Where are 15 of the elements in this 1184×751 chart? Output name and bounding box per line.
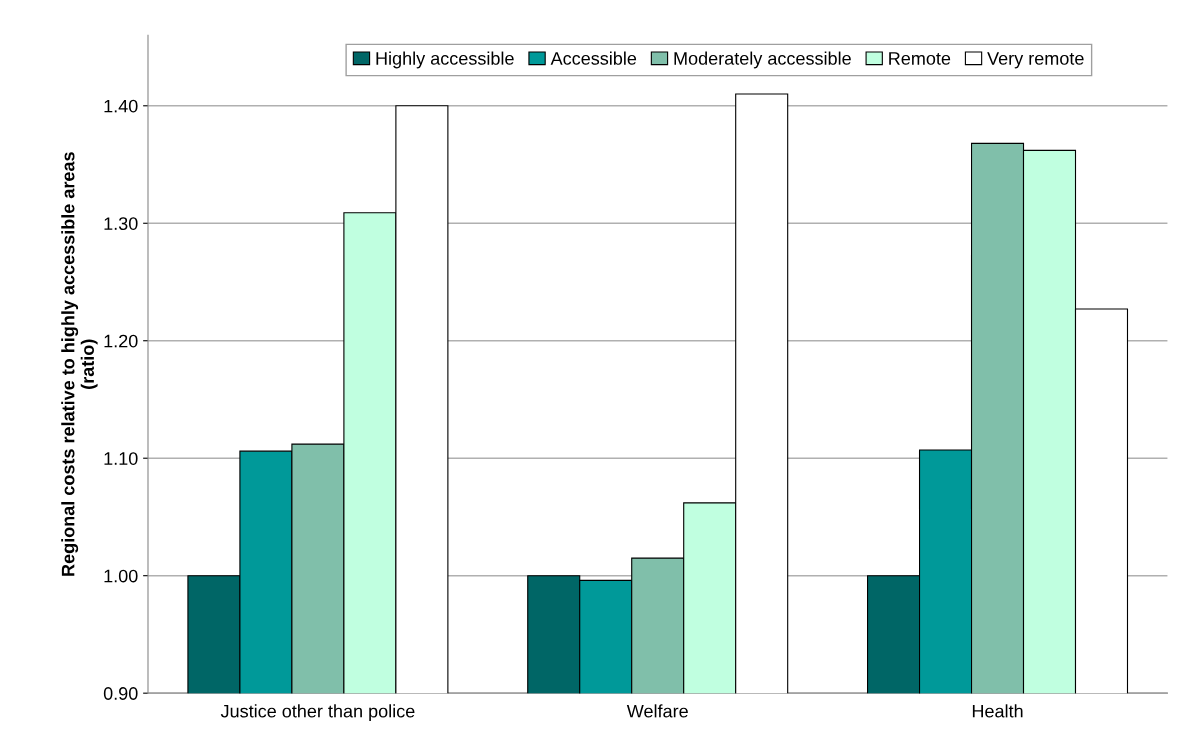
y-tick-label: 1.10 xyxy=(104,452,138,465)
y-tick-label: 1.40 xyxy=(104,99,138,113)
y-tick-label: 1.00 xyxy=(104,569,138,583)
x-tick-label: Health xyxy=(972,704,1023,718)
y-tick-label: 0.90 xyxy=(103,687,138,700)
legend-label: Moderately accessible xyxy=(674,51,851,69)
legend-label: Accessible xyxy=(550,51,637,65)
x-tick-label: Welfare xyxy=(626,704,688,718)
y-axis-title: Regional costs relative to highly accessible areas (ratio) xyxy=(61,152,98,576)
legend-label: Remote xyxy=(889,52,951,65)
y-tick-label: 1.20 xyxy=(104,334,138,348)
x-tick-label: Justice other than police xyxy=(220,704,415,722)
y-tick-label: 1.30 xyxy=(104,217,138,230)
legend-label: Highly accessible xyxy=(376,51,514,69)
legend-label: Very remote xyxy=(987,52,1084,69)
